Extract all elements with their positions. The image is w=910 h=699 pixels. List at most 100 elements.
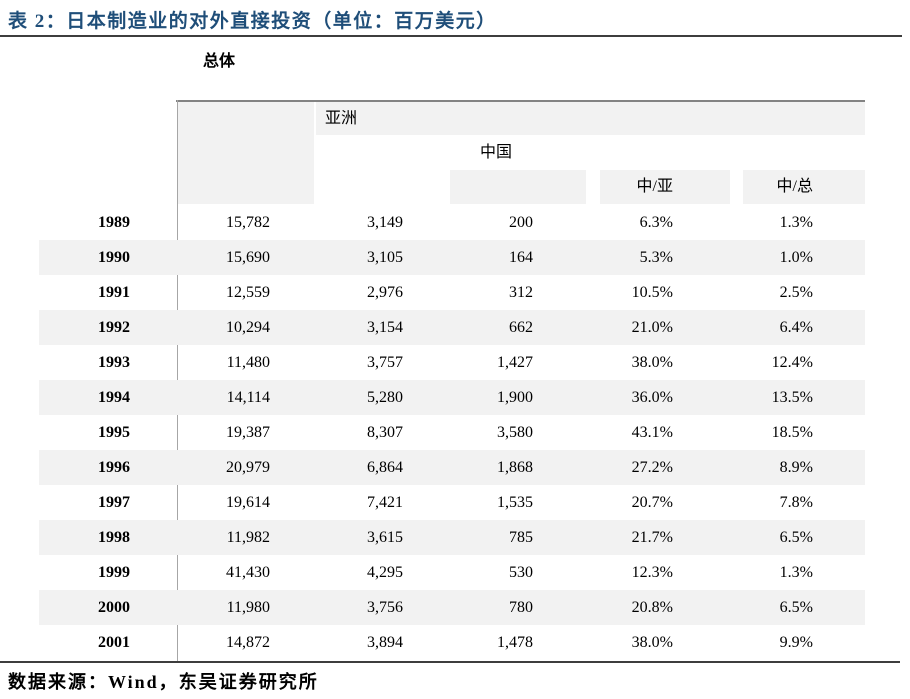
table-row: 1992 10,294 3,154 662 21.0% 6.4%: [39, 310, 865, 345]
cell-china: 530: [509, 564, 533, 581]
cell-china_over_asia: 6.3%: [639, 214, 673, 231]
cell-asia: 4,295: [367, 564, 403, 581]
cell-china_over_asia: 5.3%: [639, 249, 673, 266]
cell-year: 1989: [98, 214, 130, 231]
cell-china: 164: [509, 249, 533, 266]
cell-total: 15,690: [226, 249, 270, 266]
cell-china_over_total: 7.8%: [779, 494, 813, 511]
cell-china: 1,868: [497, 459, 533, 476]
cell-china: 1,535: [497, 494, 533, 511]
table-row: 1993 11,480 3,757 1,427 38.0% 12.4%: [39, 345, 865, 380]
cell-china_over_asia: 12.3%: [631, 564, 673, 581]
cell-china_over_total: 8.9%: [779, 459, 813, 476]
cell-china: 1,427: [497, 354, 533, 371]
cell-china_over_total: 18.5%: [771, 424, 813, 441]
cell-china: 1,478: [497, 634, 533, 651]
table-row: 2000 11,980 3,756 780 20.8% 6.5%: [39, 590, 865, 625]
cell-china_over_asia: 20.8%: [631, 599, 673, 616]
cell-china_over_total: 1.3%: [779, 564, 813, 581]
cell-asia: 3,154: [367, 319, 403, 336]
cell-total: 41,430: [226, 564, 270, 581]
cell-year: 1992: [98, 319, 130, 336]
cell-asia: 5,280: [367, 389, 403, 406]
cell-china_over_total: 9.9%: [779, 634, 813, 651]
table-title: 表 2：日本制造业的对外直接投资（单位：百万美元）: [8, 11, 497, 32]
cell-total: 19,614: [226, 494, 270, 511]
cell-asia: 3,615: [367, 529, 403, 546]
cell-china_over_asia: 38.0%: [631, 634, 673, 651]
cell-year: 1993: [98, 354, 130, 371]
cell-total: 10,294: [226, 319, 270, 336]
cell-asia: 3,757: [367, 354, 403, 371]
cell-china_over_asia: 36.0%: [631, 389, 673, 406]
data-source-note: 数据来源：Wind，东吴证券研究所: [8, 672, 319, 692]
cell-asia: 2,976: [367, 284, 403, 301]
cell-asia: 7,421: [367, 494, 403, 511]
cell-year: 1995: [98, 424, 130, 441]
cell-total: 20,979: [226, 459, 270, 476]
title-divider: [0, 35, 902, 37]
cell-asia: 6,864: [367, 459, 403, 476]
cell-year: 1990: [98, 249, 130, 266]
cell-year: 1996: [98, 459, 130, 476]
cell-asia: 8,307: [367, 424, 403, 441]
cell-china_over_total: 6.5%: [779, 529, 813, 546]
cell-china_over_total: 2.5%: [779, 284, 813, 301]
cell-china_over_asia: 43.1%: [631, 424, 673, 441]
cell-china_over_total: 6.5%: [779, 599, 813, 616]
table-body: 1989 15,782 3,149 200 6.3% 1.3% 1990 15,690 3,10…: [39, 205, 865, 660]
column-header-china-over-total: 中/总: [743, 170, 865, 204]
cell-china_over_asia: 10.5%: [631, 284, 673, 301]
cell-china_over_asia: 21.0%: [631, 319, 673, 336]
header-empty-cell: [450, 170, 586, 204]
cell-china: 200: [509, 214, 533, 231]
cell-asia: 3,894: [367, 634, 403, 651]
cell-china_over_asia: 27.2%: [631, 459, 673, 476]
cell-total: 14,114: [226, 389, 270, 406]
cell-china_over_total: 12.4%: [771, 354, 813, 371]
cell-china: 662: [509, 319, 533, 336]
cell-asia: 3,149: [367, 214, 403, 231]
cell-total: 11,980: [226, 599, 270, 616]
cell-china: 785: [509, 529, 533, 546]
cell-year: 1997: [98, 494, 130, 511]
cell-total: 15,782: [226, 214, 270, 231]
cell-total: 14,872: [226, 634, 270, 651]
cell-year: 1994: [98, 389, 130, 406]
table-bottom-border: [0, 661, 900, 663]
cell-asia: 3,756: [367, 599, 403, 616]
table-row: 1991 12,559 2,976 312 10.5% 2.5%: [39, 275, 865, 310]
column-header-total: 总体: [203, 53, 236, 70]
table-row: 1999 41,430 4,295 530 12.3% 1.3%: [39, 555, 865, 590]
table-row: 1995 19,387 8,307 3,580 43.1% 18.5%: [39, 415, 865, 450]
cell-china_over_asia: 21.7%: [631, 529, 673, 546]
cell-year: 2001: [98, 634, 130, 651]
cell-china_over_asia: 20.7%: [631, 494, 673, 511]
column-header-china: 中国: [480, 144, 513, 161]
cell-china: 1,900: [497, 389, 533, 406]
cell-china: 780: [509, 599, 533, 616]
cell-china: 312: [509, 284, 533, 301]
cell-year: 2000: [98, 599, 130, 616]
cell-year: 1991: [98, 284, 130, 301]
table-top-border: [176, 100, 865, 102]
cell-china: 3,580: [497, 424, 533, 441]
table-row: 1989 15,782 3,149 200 6.3% 1.3%: [39, 205, 865, 240]
cell-total: 12,559: [226, 284, 270, 301]
table-row: 1998 11,982 3,615 785 21.7% 6.5%: [39, 520, 865, 555]
table-row: 1996 20,979 6,864 1,868 27.2% 8.9%: [39, 450, 865, 485]
cell-year: 1999: [98, 564, 130, 581]
cell-china_over_total: 13.5%: [771, 389, 813, 406]
cell-total: 11,480: [226, 354, 270, 371]
cell-asia: 3,105: [367, 249, 403, 266]
cell-china_over_total: 1.3%: [779, 214, 813, 231]
cell-total: 19,387: [226, 424, 270, 441]
cell-china_over_total: 1.0%: [779, 249, 813, 266]
cell-china_over_asia: 38.0%: [631, 354, 673, 371]
table-row: 1997 19,614 7,421 1,535 20.7% 7.8%: [39, 485, 865, 520]
cell-total: 11,982: [226, 529, 270, 546]
column-header-asia: 亚洲: [316, 102, 865, 135]
table-row: 2001 14,872 3,894 1,478 38.0% 9.9%: [39, 625, 865, 660]
table-row: 1994 14,114 5,280 1,900 36.0% 13.5%: [39, 380, 865, 415]
